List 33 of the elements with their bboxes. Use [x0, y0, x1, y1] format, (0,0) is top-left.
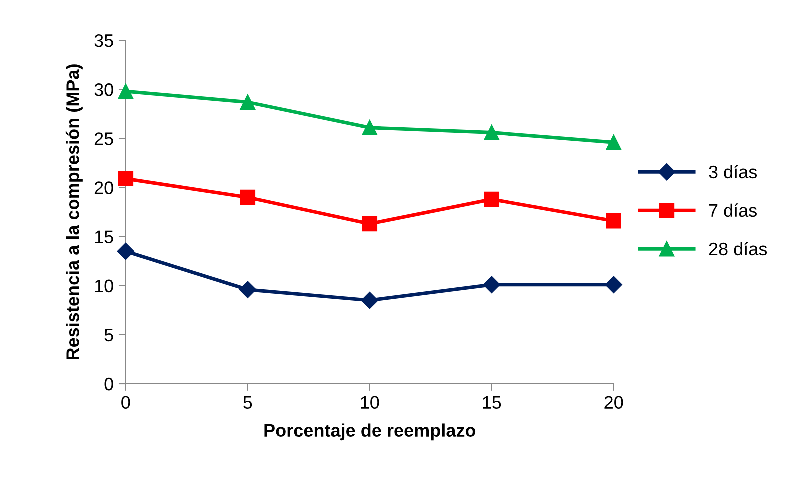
- x-tick-label: 15: [483, 396, 502, 410]
- point: [605, 276, 622, 294]
- y-tick-label: 15: [95, 230, 114, 244]
- point: [240, 190, 256, 206]
- x-tick-label: 10: [361, 396, 380, 410]
- point: [484, 125, 500, 140]
- y-tick-label: 20: [94, 182, 114, 194]
- point: [118, 171, 134, 187]
- point: [484, 192, 500, 208]
- point: [361, 292, 378, 310]
- point: [606, 213, 622, 229]
- y-axis-title: Resistencia a la compresión (MPa): [66, 64, 83, 360]
- x-tick-label: 20: [604, 396, 624, 410]
- legend-label: 28 días: [709, 242, 768, 256]
- legend-label: 3 días: [709, 165, 758, 179]
- y-tick-label: 25: [94, 132, 114, 146]
- point: [606, 134, 622, 150]
- point: [117, 242, 134, 260]
- point: [240, 94, 256, 110]
- y-tick-label: 0: [104, 378, 114, 391]
- x-tick-label: 0: [122, 396, 130, 410]
- x-axis-title: Porcentaje de reemplazo: [264, 424, 476, 441]
- y-tick-label: 10: [95, 280, 114, 293]
- x-tick-label: 5: [244, 396, 252, 410]
- point: [483, 276, 500, 294]
- y-tick-label: 30: [94, 84, 114, 96]
- legend-label: 7 días: [709, 204, 758, 218]
- y-tick-label: 35: [94, 34, 114, 48]
- point: [118, 84, 134, 100]
- y-tick-label: 5: [104, 329, 114, 342]
- point: [362, 120, 378, 136]
- point: [239, 281, 256, 298]
- point: [362, 216, 378, 232]
